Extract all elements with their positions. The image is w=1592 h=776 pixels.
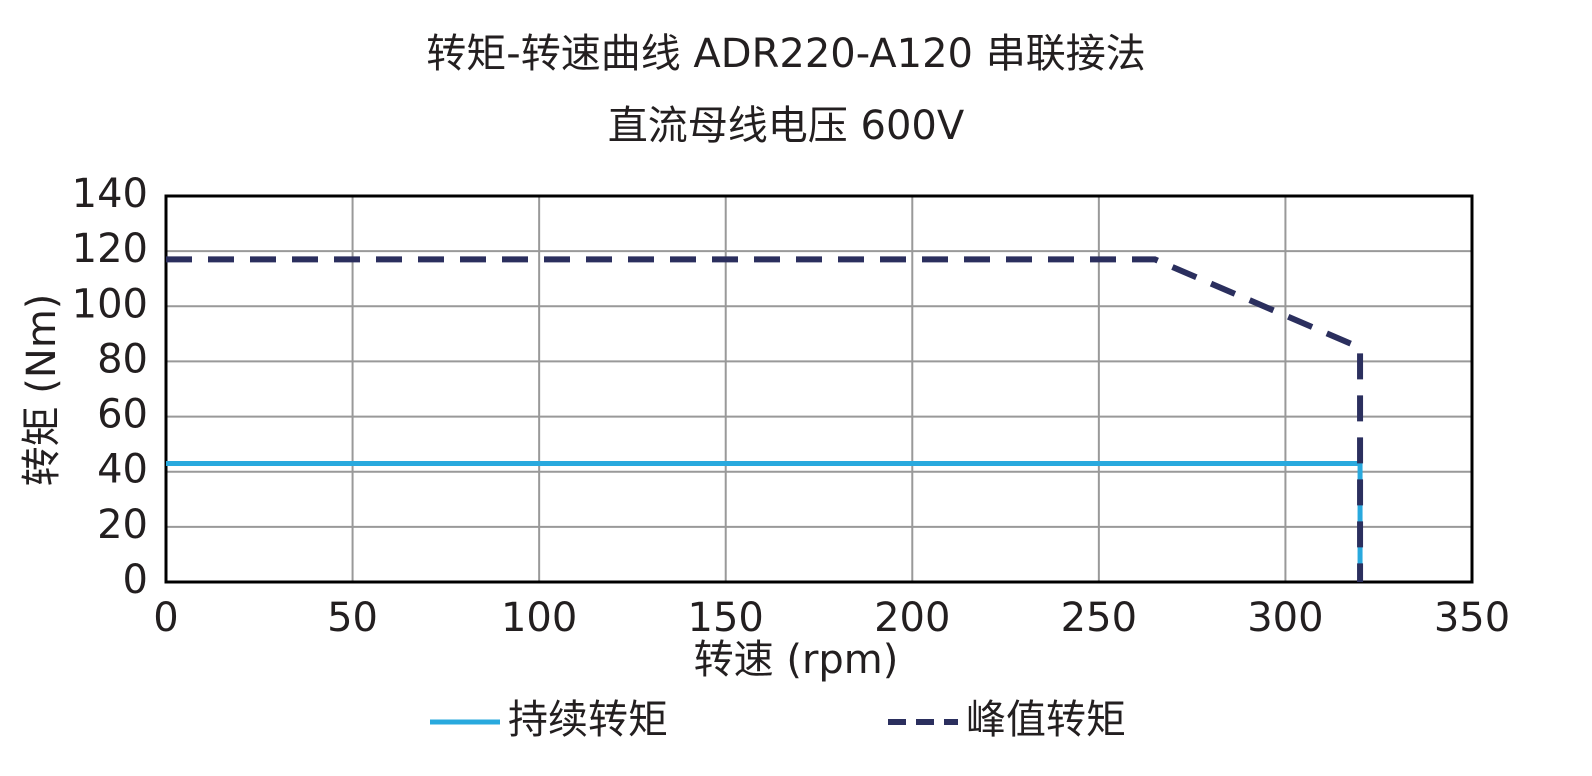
y-axis-label: 转矩 (Nm) <box>19 294 65 487</box>
x-tick-label: 150 <box>688 595 764 641</box>
x-tick-label: 200 <box>874 595 950 641</box>
chart-subtitle: 直流母线电压 600V <box>608 103 965 149</box>
y-tick-label: 20 <box>97 502 148 548</box>
x-tick-label: 350 <box>1434 595 1510 641</box>
series-line <box>166 256 1364 582</box>
y-tick-label: 40 <box>97 447 148 493</box>
x-tick-label: 50 <box>327 595 378 641</box>
y-tick-label: 80 <box>97 336 148 382</box>
legend-label: 峰值转矩 <box>966 697 1126 743</box>
legend-label: 持续转矩 <box>508 697 668 743</box>
x-tick-label: 100 <box>501 595 577 641</box>
plot-frame <box>164 194 1474 584</box>
x-tick-label: 0 <box>153 595 178 641</box>
y-tick-label: 140 <box>72 171 148 217</box>
x-tick-label: 250 <box>1061 595 1137 641</box>
y-tick-label: 0 <box>123 557 148 603</box>
chart-title: 转矩-转速曲线 ADR220-A120 串联接法 <box>426 31 1145 77</box>
x-axis-label: 转速 (rpm) <box>694 637 899 683</box>
y-tick-label: 60 <box>97 392 148 438</box>
y-tick-label: 120 <box>72 226 148 272</box>
y-tick-label: 100 <box>72 281 148 327</box>
x-tick-label: 300 <box>1247 595 1323 641</box>
series-line <box>166 460 1363 582</box>
